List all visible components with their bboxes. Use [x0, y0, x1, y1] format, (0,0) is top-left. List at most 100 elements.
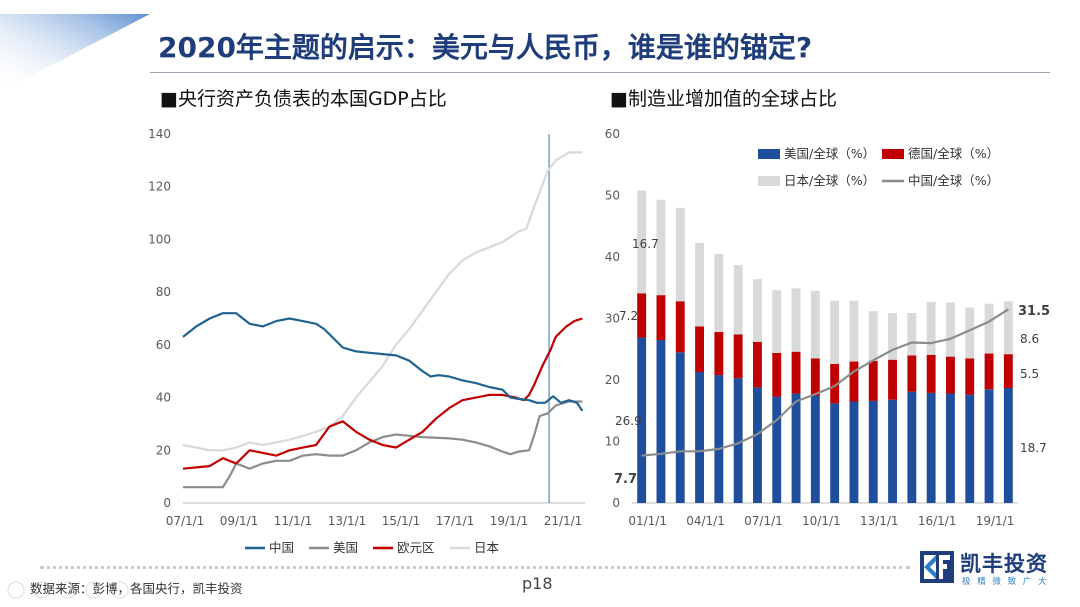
footer-watermark-circles [7, 581, 129, 599]
right-y-tick-label: 60 [605, 127, 620, 141]
left-y-tick-label: 0 [163, 496, 171, 510]
bar-us [695, 372, 704, 503]
left-y-tick-label: 60 [156, 338, 171, 352]
right-x-tick-label: 01/1/1 [628, 514, 667, 528]
right-legend-swatch [882, 149, 904, 159]
bar-jp [733, 264, 743, 335]
bar-jp [810, 290, 820, 359]
bar-de [656, 295, 666, 341]
left-y-tick-label: 20 [156, 443, 171, 457]
corner-decoration [0, 14, 150, 92]
bar-us [946, 393, 955, 503]
bar-jp [849, 300, 859, 362]
bar-us [965, 394, 975, 503]
left-y-tick-label: 40 [156, 391, 171, 405]
right-legend-label: 日本/全球（%） [784, 173, 875, 188]
right-legend-swatch [758, 149, 780, 159]
bar-data-label: 7.2 [619, 309, 638, 323]
bar-us [675, 352, 685, 503]
left-x-tick-label: 09/1/1 [220, 514, 259, 528]
title-divider [150, 72, 1050, 73]
bar-jp [868, 311, 878, 361]
line-series-1 [182, 312, 584, 412]
bar-de [791, 351, 801, 394]
left-y-tick-label: 100 [148, 232, 171, 246]
bar-de [675, 301, 685, 353]
bar-us [984, 389, 994, 503]
bar-data-label: 26.9 [615, 414, 642, 428]
left-x-tick-label: 15/1/1 [382, 514, 421, 528]
bar-data-label: 7.7 [614, 472, 637, 487]
left-legend-label: 美国 [333, 540, 358, 555]
left-y-tick-label: 80 [156, 285, 171, 299]
bar-us [637, 337, 647, 503]
left-x-tick-label: 13/1/1 [328, 514, 367, 528]
bar-jp [907, 312, 917, 356]
logo-tagline: 极 精 微 致 广 大 [962, 577, 1049, 587]
bar-data-label: 16.7 [632, 237, 659, 251]
right-legend-label: 德国/全球（%） [908, 146, 999, 161]
bar-jp [791, 288, 801, 352]
bar-de [868, 360, 878, 401]
bar-data-label: 18.7 [1020, 441, 1047, 455]
bar-jp [965, 307, 975, 359]
bar-de [830, 364, 840, 404]
logo-mark-icon [920, 551, 954, 583]
bar-de [926, 354, 936, 393]
right-y-tick-label: 50 [605, 189, 620, 203]
bar-de [946, 356, 955, 394]
left-legend-label: 日本 [474, 540, 500, 555]
china-share-line [641, 308, 1009, 457]
bar-de [984, 353, 994, 390]
right-x-tick-label: 13/1/1 [860, 514, 899, 528]
bar-de [810, 358, 820, 396]
left-y-tick-label: 140 [148, 127, 171, 141]
right-y-tick-label: 30 [605, 312, 620, 326]
bar-us [830, 403, 840, 503]
bar-jp [946, 302, 955, 357]
line-series-4 [182, 151, 583, 452]
right-y-tick-label: 40 [605, 250, 620, 264]
bar-us [888, 399, 897, 503]
left-x-tick-label: 17/1/1 [436, 514, 475, 528]
bar-de [888, 359, 897, 400]
right-y-tick-label: 10 [605, 435, 620, 449]
right-y-tick-label: 20 [605, 373, 620, 387]
right-legend-label: 美国/全球（%） [784, 146, 875, 161]
right-x-tick-label: 10/1/1 [802, 514, 841, 528]
bar-de [733, 334, 743, 379]
right-legend-swatch [758, 176, 780, 186]
right-x-tick-label: 04/1/1 [686, 514, 725, 528]
bar-us [1003, 387, 1013, 503]
bar-jp [637, 190, 647, 294]
bar-jp [695, 242, 704, 327]
bar-us [926, 392, 936, 503]
right-legend-label: 中国/全球（%） [908, 173, 999, 188]
bar-de [965, 358, 975, 395]
bar-us [714, 375, 724, 503]
bar-us [656, 340, 666, 503]
footer-divider [40, 566, 910, 569]
bar-de [695, 326, 704, 373]
data-source: 数据来源：彭博，各国央行，凯丰投资 [30, 581, 243, 596]
left-x-tick-label: 11/1/1 [274, 514, 313, 528]
bar-jp [926, 301, 936, 355]
right-chart-subtitle: ■制造业增加值的全球占比 [610, 88, 837, 110]
bar-jp [714, 253, 724, 333]
left-x-tick-label: 19/1/1 [490, 514, 529, 528]
bar-data-label: 8.6 [1020, 332, 1039, 346]
bar-jp [772, 290, 782, 353]
bar-de [714, 332, 724, 376]
bar-jp [830, 300, 840, 365]
left-x-tick-label: 07/1/1 [166, 514, 205, 528]
right-x-tick-label: 16/1/1 [918, 514, 957, 528]
bar-us [810, 395, 820, 503]
bar-us [868, 400, 878, 503]
bar-jp [675, 207, 685, 302]
bar-us [772, 396, 782, 503]
right-x-tick-label: 07/1/1 [744, 514, 783, 528]
bar-de [637, 293, 647, 338]
left-chart-subtitle: ■央行资产负债表的本国GDP占比 [160, 88, 447, 110]
left-legend-label: 欧元区 [397, 540, 435, 555]
